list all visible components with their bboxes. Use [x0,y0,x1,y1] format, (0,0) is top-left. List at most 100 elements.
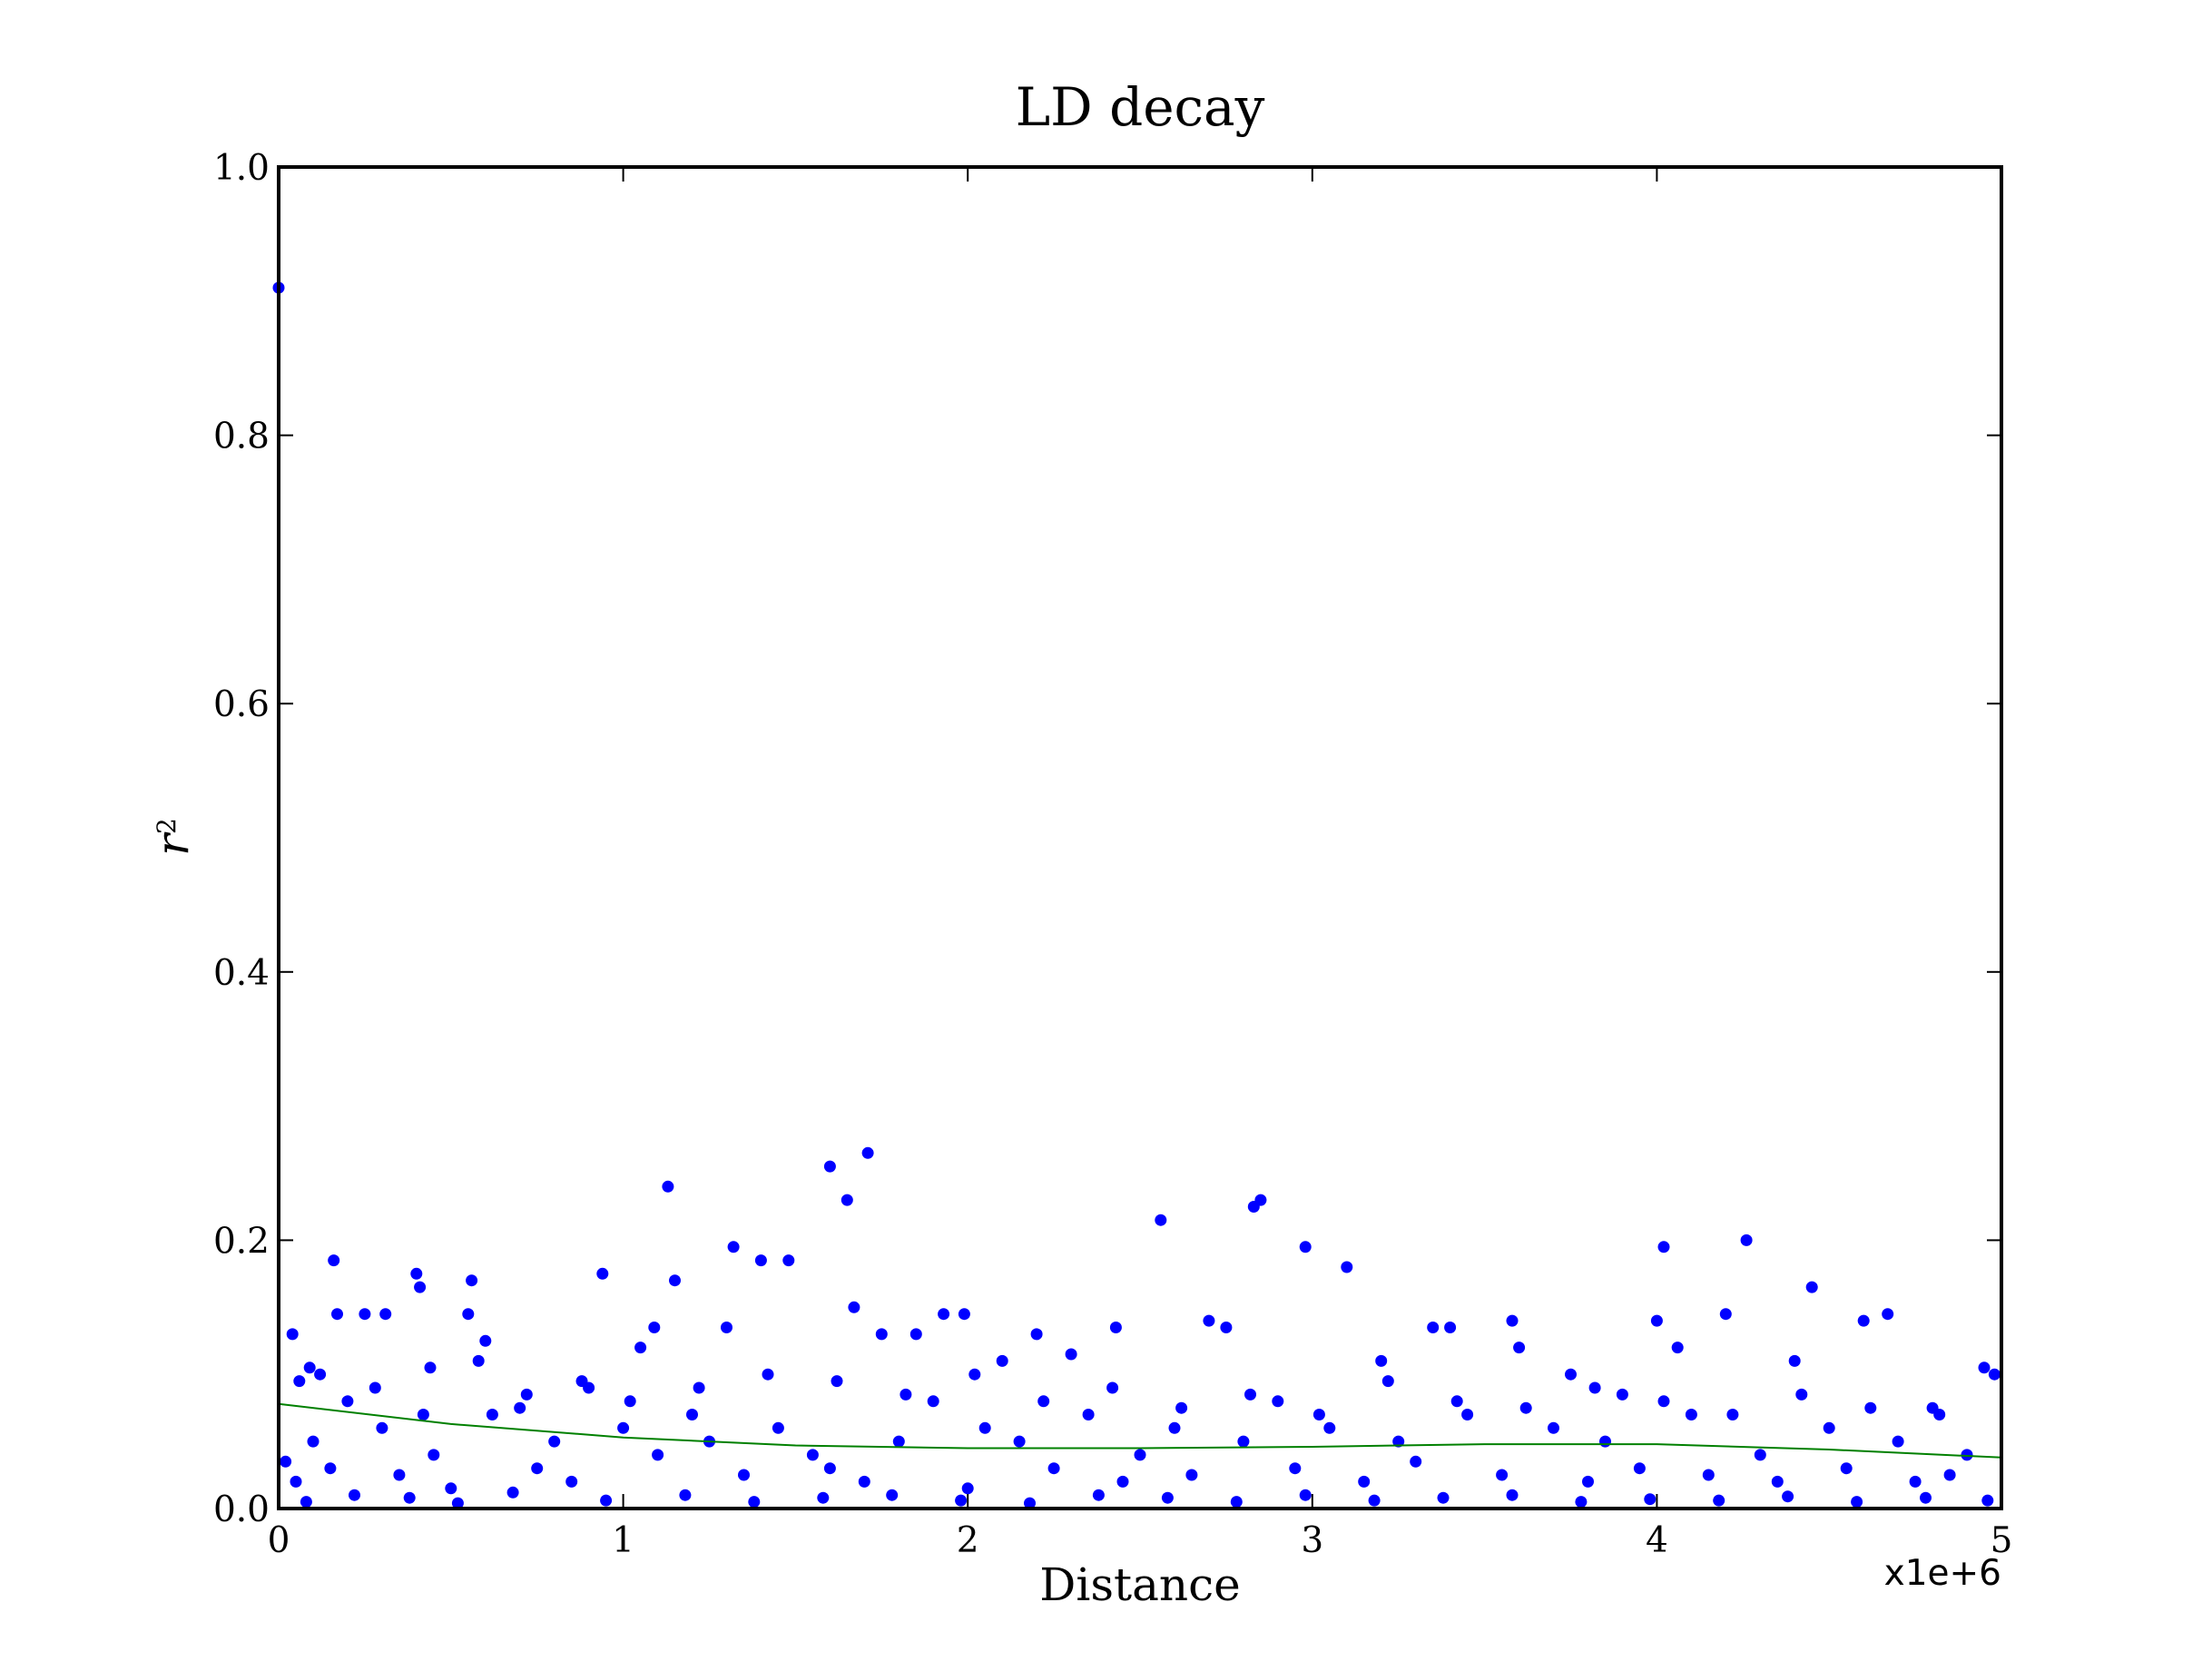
scatter-point [417,1409,429,1420]
scatter-point [1616,1388,1628,1401]
scatter-point [1644,1493,1657,1506]
scatter-point [376,1421,388,1434]
x-tick-label: 3 [1301,1520,1323,1561]
scatter-point [1030,1328,1043,1341]
scatter-point [1341,1261,1353,1273]
scatter-point [596,1267,609,1280]
scatter-point [1633,1462,1646,1475]
scatter-point [1237,1435,1250,1448]
scatter-point [341,1395,354,1408]
scatter-point [1323,1421,1336,1434]
scatter-point [1943,1469,1956,1481]
x-tick-label: 2 [957,1520,979,1561]
scatter-point [861,1146,874,1159]
scatter-point [600,1494,613,1507]
scatter-point [1740,1234,1753,1246]
scatter-point [1392,1435,1405,1448]
scatter-point [1685,1409,1697,1420]
scatter-point [1299,1241,1312,1253]
scatter-point [1933,1409,1946,1420]
scatter-point [1782,1490,1794,1503]
scatter-point [823,1462,836,1475]
scatter-point [892,1435,905,1448]
scatter-point [1175,1401,1188,1414]
scatter-point [1795,1388,1808,1401]
scatter-point [303,1361,316,1374]
scatter-points [272,281,2001,1509]
scatter-point [324,1462,337,1475]
scatter-point [424,1361,437,1374]
scatter-point [1506,1489,1519,1501]
scatter-point [1771,1475,1784,1488]
x-tick-label: 5 [1991,1520,2013,1561]
scatter-point [1047,1462,1060,1475]
scatter-point [958,1308,970,1321]
scatter-point [1272,1395,1284,1408]
scatter-point [414,1281,427,1293]
scatter-point [831,1375,843,1388]
scatter-point [1203,1314,1215,1327]
scatter-point [466,1274,478,1287]
scatter-point [1754,1449,1766,1461]
scatter-point [693,1381,705,1394]
x-axis-offset-label: x1e+6 [1884,1553,2001,1594]
scatter-point [1013,1435,1026,1448]
scatter-point [1882,1308,1894,1321]
scatter-point [1909,1475,1922,1488]
chart-title: LD decay [1016,76,1265,138]
scatter-point [634,1342,647,1354]
scatter-point [445,1482,457,1495]
scatter-point [1437,1491,1450,1504]
scatter-point [1168,1421,1181,1434]
scatter-point [1719,1308,1732,1321]
scatter-point [1657,1241,1670,1253]
scatter-point [1920,1491,1932,1504]
y-tick-label: 0.4 [213,953,270,994]
scatter-point [617,1421,630,1434]
scatter-point [1892,1435,1904,1448]
scatter-point [451,1497,464,1509]
scatter-point [662,1180,674,1193]
scatter-point [1230,1496,1243,1509]
scatter-point [1981,1494,1994,1507]
scatter-point [1461,1409,1474,1420]
scatter-point [1857,1314,1870,1327]
y-tick-label: 0.8 [213,417,270,457]
scatter-point [1358,1475,1371,1488]
scatter-point [1805,1281,1818,1293]
scatter-point [1496,1469,1509,1481]
scatter-point [1823,1421,1835,1434]
scatter-point [369,1381,381,1394]
scatter-point [927,1395,939,1408]
scatter-point [1506,1314,1519,1327]
scatter-point [293,1375,306,1388]
scatter-point [782,1254,795,1267]
scatter-point [955,1494,968,1507]
scatter-point [1450,1395,1463,1408]
scatter-point [548,1435,561,1448]
scatter-point [1851,1496,1863,1509]
x-tick-label: 1 [612,1520,634,1561]
tick-labels: 0 1 2 3 4 5 0.0 0.2 0.4 0.6 0.8 1.0 [213,148,2012,1561]
scatter-point [514,1401,526,1414]
scatter-point [841,1194,853,1206]
scatter-point [359,1308,371,1321]
scatter-point [314,1368,327,1381]
y-axis-title-superscript: 2 [152,818,182,834]
scatter-point [679,1489,692,1501]
scatter-point [1289,1462,1302,1475]
scatter-point [648,1322,661,1333]
scatter-point [823,1160,836,1173]
scatter-point [1024,1497,1036,1509]
scatter-point [858,1475,870,1488]
scatter-point [748,1496,761,1509]
scatter-point [280,1455,292,1468]
scatter-point [886,1489,899,1501]
scatter-point [479,1334,492,1347]
scatter-point [1185,1469,1198,1481]
scatter-point [1565,1368,1577,1381]
scatter-point [565,1475,578,1488]
scatter-point [331,1308,343,1321]
